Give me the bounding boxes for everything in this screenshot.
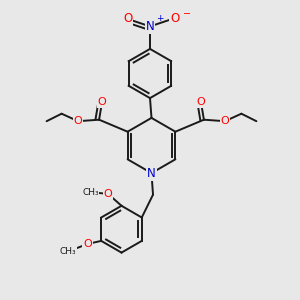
Text: O: O (170, 12, 179, 26)
Text: O: O (220, 116, 229, 126)
Text: N: N (146, 20, 154, 33)
Text: O: O (103, 189, 112, 199)
Text: O: O (123, 12, 132, 26)
Text: N: N (147, 167, 156, 180)
Text: +: + (156, 14, 164, 23)
Text: CH₃: CH₃ (60, 247, 76, 256)
Text: CH₃: CH₃ (82, 188, 99, 197)
Text: O: O (83, 239, 92, 249)
Text: O: O (196, 97, 205, 107)
Text: −: − (183, 8, 191, 19)
Text: O: O (98, 97, 106, 107)
Text: O: O (74, 116, 82, 126)
